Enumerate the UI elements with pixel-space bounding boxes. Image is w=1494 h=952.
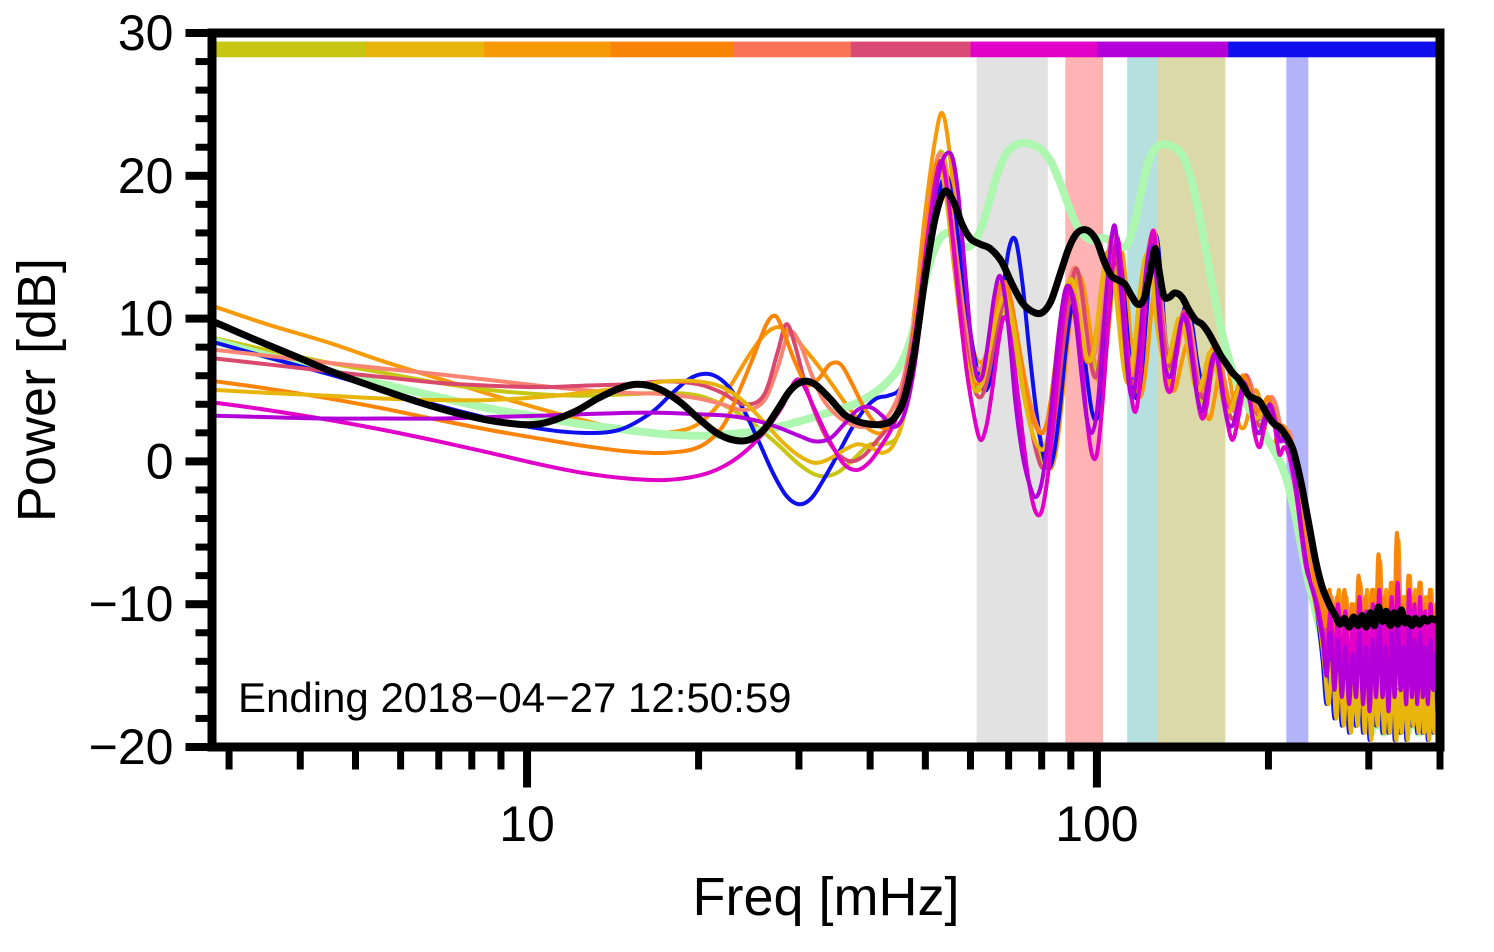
y-axis-title: Power [dB] (7, 258, 67, 522)
colorbar-segment-0 (212, 41, 367, 58)
y-major-tick (185, 743, 208, 751)
colorbar-layer (212, 41, 1441, 58)
x-minor-tick (468, 751, 476, 770)
colorbar-segment-4 (733, 41, 852, 58)
colorbar-segment-1 (365, 41, 485, 58)
spectrum-gold (214, 172, 1440, 742)
ending-timestamp: Ending 2018−04−27 12:50:59 (238, 674, 792, 721)
x-minor-tick (1436, 751, 1444, 770)
y-minor-tick (195, 714, 208, 722)
y-minor-tick (195, 686, 208, 694)
x-major-tick (1092, 751, 1101, 788)
colorbar-segment-6 (970, 41, 1098, 58)
x-minor-tick (397, 751, 405, 770)
x-minor-tick (225, 751, 233, 770)
mean-spectrum (212, 187, 1440, 631)
y-tick-label: 0 (146, 433, 174, 489)
colorbar-segment-7 (1096, 41, 1230, 58)
x-tick-label: 10 (499, 796, 555, 852)
x-minor-tick (497, 751, 505, 770)
y-major-tick (185, 29, 208, 37)
x-minor-tick (1005, 751, 1013, 770)
x-minor-tick (921, 751, 929, 770)
x-minor-tick (435, 751, 443, 770)
x-minor-tick (866, 751, 874, 770)
y-minor-tick (195, 429, 208, 437)
y-major-tick (185, 171, 208, 180)
y-major-tick (185, 457, 208, 466)
axis-top-spine (207, 28, 1445, 38)
y-minor-tick (195, 657, 208, 665)
x-major-tick (523, 751, 532, 788)
x-minor-tick (296, 751, 304, 770)
band-lavender (1286, 55, 1309, 743)
axis-right-spine (1435, 28, 1445, 752)
y-minor-tick (195, 286, 208, 294)
y-minor-tick (195, 515, 208, 523)
x-axis-title: Freq [mHz] (692, 867, 959, 927)
y-minor-tick (195, 200, 208, 208)
spectrum-yellow-green (214, 149, 1440, 742)
y-minor-tick (195, 115, 208, 123)
y-major-tick (185, 314, 208, 323)
x-tick-label: 100 (1055, 796, 1138, 852)
y-tick-label: 20 (118, 148, 174, 204)
x-minor-tick (1264, 751, 1272, 770)
x-minor-tick (351, 751, 359, 770)
axes-layer (185, 28, 1445, 788)
x-minor-tick (966, 751, 974, 770)
x-minor-tick (1365, 751, 1373, 770)
colorbar-segment-5 (850, 41, 972, 58)
y-minor-tick (195, 86, 208, 94)
colorbar-segment-8 (1228, 41, 1441, 58)
y-minor-tick (195, 629, 208, 637)
y-minor-tick (195, 372, 208, 380)
y-minor-tick (195, 257, 208, 265)
colorbar-segment-2 (483, 41, 612, 58)
y-minor-tick (195, 343, 208, 351)
axis-bottom-spine (207, 742, 1445, 752)
series-layer (212, 110, 1440, 742)
y-tick-label: −20 (89, 719, 174, 775)
y-minor-tick (195, 143, 208, 151)
y-major-tick (185, 600, 208, 609)
y-tick-label: −10 (89, 576, 174, 632)
x-minor-tick (1067, 751, 1075, 770)
annotations-layer: Ending 2018−04−27 12:50:59 (238, 674, 792, 721)
axis-left-spine (207, 28, 217, 752)
y-minor-tick (195, 229, 208, 237)
x-minor-tick (1038, 751, 1046, 770)
x-minor-tick (695, 751, 703, 770)
y-tick-label: 10 (118, 291, 174, 347)
y-minor-tick (195, 543, 208, 551)
y-minor-tick (195, 572, 208, 580)
x-minor-tick (795, 751, 803, 770)
band-gray (976, 55, 1048, 743)
y-minor-tick (195, 400, 208, 408)
y-minor-tick (195, 58, 208, 66)
y-minor-tick (195, 486, 208, 494)
colorbar-segment-3 (610, 41, 734, 58)
y-tick-label: 30 (118, 5, 174, 61)
